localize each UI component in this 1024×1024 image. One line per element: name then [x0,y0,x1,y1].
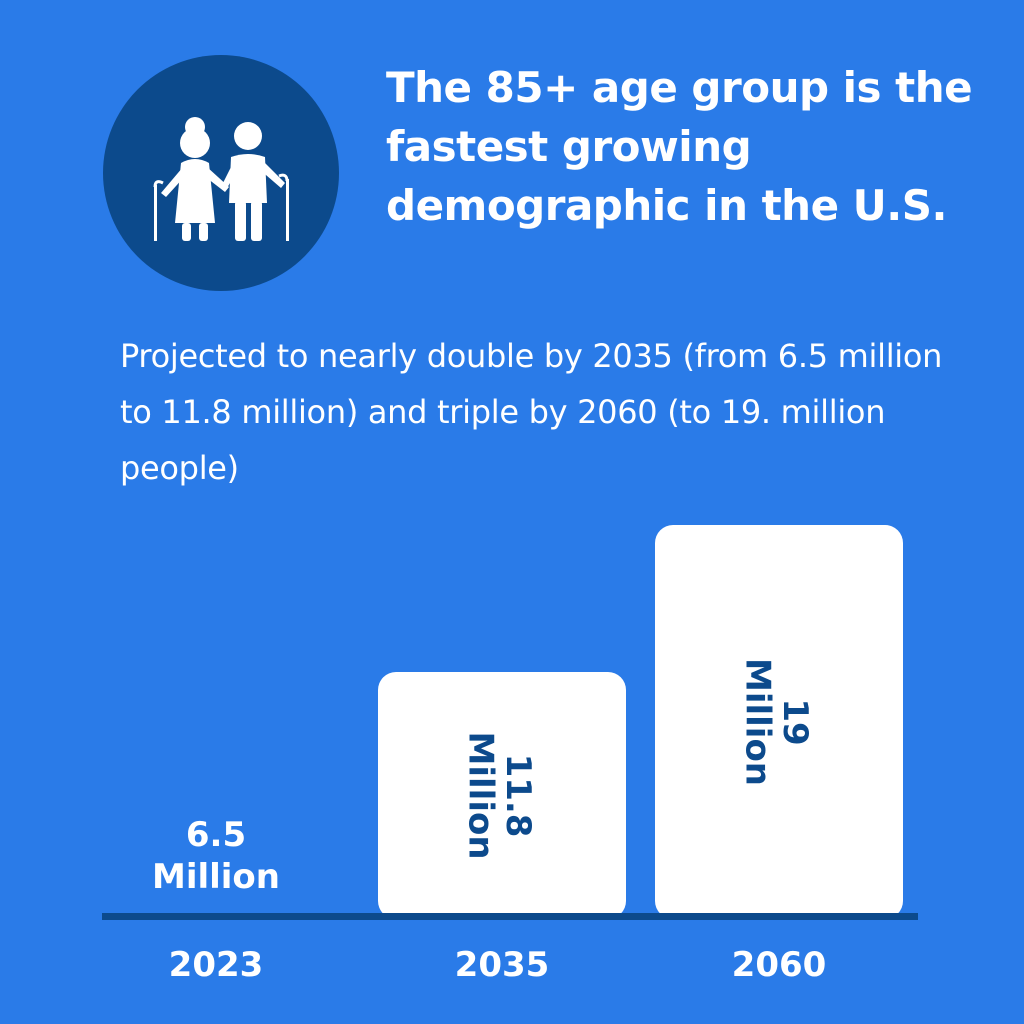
x-axis-baseline [102,913,918,920]
elderly-couple-icon [153,117,289,241]
bar-2023 [92,912,340,913]
x-tick-label-2023: 2023 [169,945,264,985]
bar-2035 [378,672,626,919]
subtitle: Projected to nearly double by 2035 (from… [120,337,943,487]
data-label-2023: 6.5 Million [152,815,280,897]
icon-badge [103,55,339,291]
data-label-2060: 19Million [738,658,815,786]
x-tick-label-2060: 2060 [732,945,827,985]
data-label-2035: 11.8Million [461,732,538,860]
headline: The 85+ age group is the fastest growing… [386,63,973,230]
x-tick-label-2035: 2035 [455,945,550,985]
bar-2060 [655,525,903,919]
